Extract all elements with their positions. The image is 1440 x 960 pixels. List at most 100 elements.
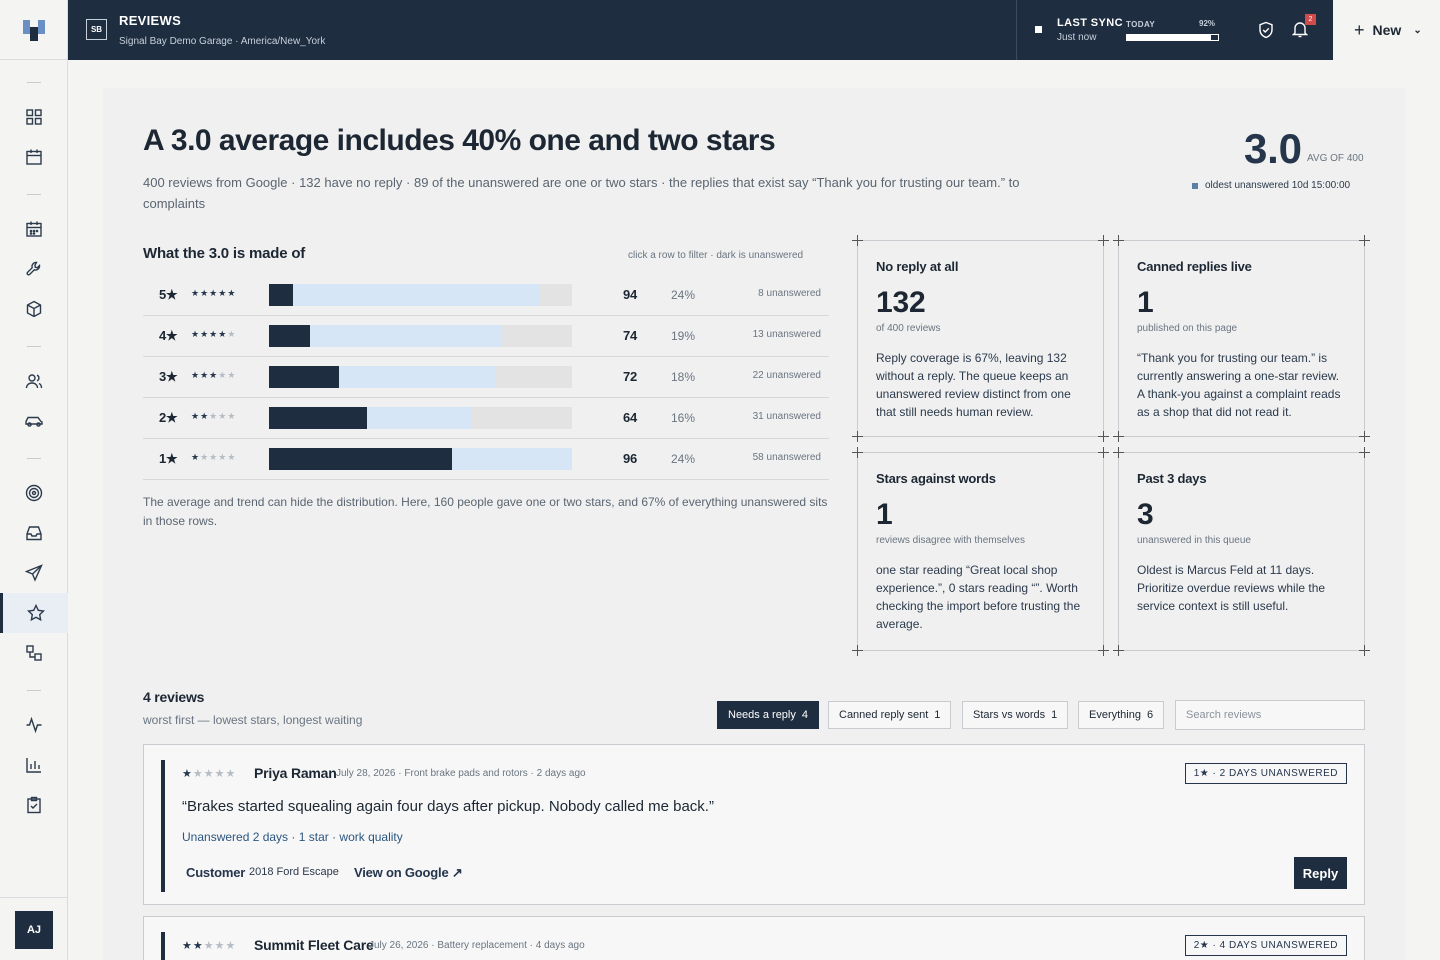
card-subtitle: reviews disagree with themselves [876, 535, 1025, 546]
filter-stars-vs-words[interactable]: Stars vs words 1 [962, 701, 1069, 729]
distribution-row[interactable]: 2★ ★★★★★ 64 16% 31 unanswered [143, 398, 829, 439]
today-percent: 92% [1199, 19, 1216, 28]
filter-label: Stars vs words [973, 709, 1046, 721]
inbox-icon[interactable] [0, 513, 68, 553]
oldest-unanswered: oldest unanswered 10d 15:00:00 [1192, 180, 1350, 191]
users-icon[interactable] [0, 361, 68, 401]
row-bar-track [269, 325, 572, 347]
review-quote: “Brakes started squealing again four day… [182, 798, 714, 815]
row-share-bar [269, 284, 539, 306]
clipboard-check-icon[interactable] [0, 785, 68, 825]
row-percent: 24% [671, 288, 696, 302]
filter-canned-reply[interactable]: Canned reply sent 1 [828, 701, 952, 729]
plus-icon: + [1354, 19, 1365, 40]
corner-mark [1113, 235, 1124, 246]
distribution-row[interactable]: 4★ ★★★★★ 74 19% 13 unanswered [143, 316, 829, 357]
reviews-count-title: 4 reviews [143, 689, 205, 705]
card-subtitle: published on this page [1137, 323, 1238, 334]
review-accent-bar [161, 760, 165, 892]
box-icon[interactable] [0, 289, 68, 329]
sidebar: AJ [0, 0, 68, 960]
reply-button[interactable]: Reply [1294, 857, 1347, 889]
filter-count: 1 [1051, 709, 1058, 721]
page-title: REVIEWS [119, 13, 182, 28]
sync-label: LAST SYNC [1057, 17, 1123, 29]
send-icon[interactable] [0, 553, 68, 593]
card-title: Canned replies live [1137, 259, 1252, 274]
row-star-label: 3★ [159, 369, 178, 384]
wrench-icon[interactable] [0, 249, 68, 289]
corner-mark [852, 431, 863, 442]
row-count: 72 [623, 369, 638, 384]
star-icon[interactable] [0, 593, 68, 633]
card-number: 132 [876, 286, 926, 319]
corner-mark [1098, 431, 1109, 442]
card-no-reply[interactable]: No reply at all 132 of 400 reviews Reply co… [852, 235, 1109, 442]
reviews-subtitle: worst first — lowest stars, longest wait… [143, 713, 363, 727]
row-unanswered-bar [269, 366, 339, 388]
row-star-label: 2★ [159, 410, 178, 425]
corner-mark [1359, 235, 1370, 246]
filter-everything[interactable]: Everything 6 [1078, 701, 1165, 729]
review-card: ★★★★★ Summit Fleet Care July 26, 2026 · … [143, 916, 1365, 960]
reviewer-name: Summit Fleet Care [254, 937, 374, 953]
search-input[interactable] [1175, 700, 1365, 730]
row-unanswered-bar [269, 407, 367, 429]
row-stars-icon: ★★★★★ [191, 329, 237, 339]
distribution-row[interactable]: 3★ ★★★★★ 72 18% 22 unanswered [143, 357, 829, 398]
card-subtitle: unanswered in this queue [1137, 535, 1251, 546]
avatar[interactable]: AJ [15, 911, 53, 949]
workspace-badge[interactable]: SB [86, 19, 107, 40]
card-title: Stars against words [876, 471, 996, 486]
review-stars: ★★★★★ [182, 940, 237, 952]
target-icon[interactable] [0, 473, 68, 513]
sync-status-icon [1035, 26, 1042, 33]
calendar-grid-icon[interactable] [0, 209, 68, 249]
today-progress-fill [1127, 35, 1211, 40]
customer-link[interactable]: Customer [186, 865, 246, 880]
new-button[interactable]: + New ⌄ [1334, 0, 1440, 60]
distribution-row[interactable]: 5★ ★★★★★ 94 24% 8 unanswered [143, 275, 829, 316]
corner-mark [1098, 447, 1109, 458]
car-icon[interactable] [0, 401, 68, 441]
workflow-icon[interactable] [0, 633, 68, 673]
sync-time: Just now [1057, 32, 1097, 43]
bar-chart-icon[interactable] [0, 745, 68, 785]
card-number: 1 [876, 498, 893, 531]
corner-mark [852, 447, 863, 458]
bell-icon[interactable] [1291, 20, 1309, 43]
card-past-3-days[interactable]: Past 3 days 3 unanswered in this queue Olde… [1113, 447, 1370, 656]
row-star-label: 5★ [159, 287, 178, 302]
review-meta: July 26, 2026 · Battery replacement · 4 … [369, 940, 585, 951]
activity-icon[interactable] [0, 705, 68, 745]
row-stars-icon: ★★★★★ [191, 370, 237, 380]
shield-icon[interactable] [1258, 21, 1274, 44]
corner-mark [1098, 645, 1109, 656]
card-canned-replies[interactable]: Canned replies live 1 published on this pa… [1113, 235, 1370, 442]
grid-icon[interactable] [0, 97, 68, 137]
new-button-label: New [1372, 22, 1402, 38]
row-unanswered-bar [269, 325, 310, 347]
corner-mark [1359, 645, 1370, 656]
distribution-row[interactable]: 1★ ★★★★★ 96 24% 58 unanswered [143, 439, 829, 480]
filter-label: Everything [1089, 709, 1141, 721]
view-on-google-link[interactable]: View on Google ↗ [354, 865, 463, 880]
distribution-hint: click a row to filter · dark is unanswer… [628, 250, 804, 261]
filter-count: 1 [934, 709, 941, 721]
logo[interactable] [0, 0, 67, 60]
row-unanswered: 58 unanswered [752, 452, 821, 463]
filter-label: Needs a reply [728, 709, 796, 721]
card-stars-vs-words[interactable]: Stars against words 1 reviews disagree wit… [852, 447, 1109, 656]
filter-needs-reply[interactable]: Needs a reply 4 [717, 701, 819, 729]
row-bar-track [269, 448, 572, 470]
row-share-bar [269, 325, 502, 347]
review-status: Unanswered 2 days · 1 star · work qualit… [182, 830, 403, 844]
filter-count: 4 [801, 709, 808, 721]
corner-mark [1359, 431, 1370, 442]
row-bar-track [269, 407, 572, 429]
chevron-down-icon: ⌄ [1413, 24, 1422, 36]
calendar-icon[interactable] [0, 137, 68, 177]
distribution-title: What the 3.0 is made of [143, 245, 306, 262]
reviewer-name: Priya Raman [254, 765, 337, 781]
average-count: AVG OF 400 [1307, 153, 1364, 164]
